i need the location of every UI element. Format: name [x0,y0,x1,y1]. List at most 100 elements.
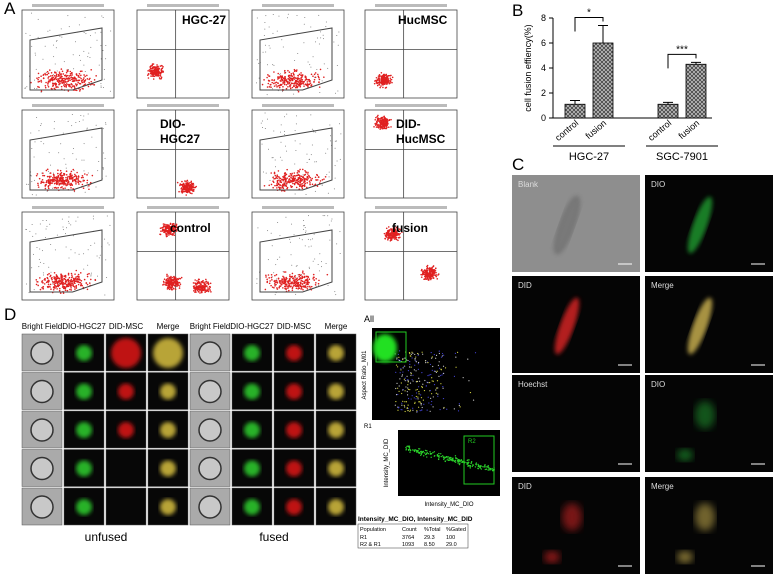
scatter-dot [58,74,60,76]
scatter-dot [162,66,164,68]
cell [160,499,176,515]
scatter-dot [280,132,281,133]
scatter-dot [272,180,274,182]
scatter-dot [299,83,301,85]
scatter-dot [308,84,310,86]
scatter-dot [428,402,429,403]
scatter-dot [293,74,295,76]
scatter-dot [30,35,31,36]
scatter-dot [66,168,67,169]
scatter-dot [52,80,54,82]
scatter-dot [56,178,58,180]
scatter-dot [80,181,82,183]
scatter-dot [415,356,416,357]
scatter-dot [417,389,418,390]
scatter-dot [47,84,49,86]
scatter-dot [164,278,166,280]
scatter-dot [37,184,39,186]
scatter-dot [315,191,316,192]
scatter-dot [383,82,385,84]
scatter-dot [303,81,305,83]
scatter-dot [408,389,409,390]
scatter-dot [310,114,311,115]
scatter-dot [41,92,42,93]
scatter-dot [63,288,65,290]
scatter-dot [457,462,458,463]
scatter-dot [174,284,176,286]
scatter-dot [446,456,447,457]
scatter-dot [274,82,276,84]
scatter-dot [159,75,161,77]
scatter-dot [425,450,426,451]
scatter-dot [63,174,65,176]
scatter-dot [74,179,76,181]
scatter-dot [294,82,296,84]
scatter-dot [290,185,292,187]
scatter-dot [410,372,411,373]
scatter-dot [409,451,410,452]
scatter-dot [318,81,320,83]
scatter-dot [435,268,437,270]
scatter-dot [167,275,169,277]
scatter-dot [286,287,288,289]
scatter-dot [204,291,206,293]
scatter-dot [314,74,316,76]
scatter-dot [335,141,336,142]
scatter-dot [90,81,92,83]
scatter-dot [281,284,283,286]
scatter-dot [418,369,419,370]
scatter-dot [191,193,193,195]
scatter-dot [382,118,384,120]
scatter-dot [97,170,98,171]
scatter-dot [402,358,403,359]
scatter-dot [71,274,73,276]
scatter-dot [296,69,298,71]
scatter-dot [267,119,268,120]
scatter-dot [192,187,194,189]
cell [199,342,221,364]
scatter-dot [186,186,188,188]
scatter-dot [412,395,413,396]
scatter-dot [291,75,293,77]
scatter-dot [430,411,431,412]
scatter-dot [56,176,58,178]
scatter-dot [165,228,167,230]
scatter-dot [289,285,291,287]
panel-b: 02468cell fusion effiency(%)controlfusio… [523,8,718,164]
scatter-dot [277,73,279,75]
scatter-dot [61,68,63,70]
scatter-dot [166,274,168,276]
scatter-dot [80,115,81,116]
scatter-dot [276,183,278,185]
scatter-dot [269,80,271,82]
column-header: Bright Field [22,322,62,331]
scatter-dot [322,185,323,186]
scatter-dot [468,465,469,466]
scatter-dot [309,286,311,288]
scatter-dot [292,287,294,289]
scatter-dot [93,218,94,219]
scatter-dot [469,465,470,466]
scatter-dot [75,221,76,222]
scatter-dot [399,360,400,361]
scatter-dot [420,394,421,395]
scatter-dot [60,180,62,182]
table-header: Count [402,527,417,533]
scatter-dot [280,142,281,143]
scatter-dot [105,58,106,59]
scatter-dot [53,174,55,176]
scatter-dot [276,176,278,178]
scatter-dot [52,85,54,87]
scatter-dot [334,291,335,292]
scatter-dot [63,84,65,86]
scatter-dot [306,182,308,184]
scatter-dot [54,183,56,185]
scatter-dot [88,53,89,54]
scatter-dot [425,362,426,363]
scatter-dot [77,217,78,218]
scatter-dot [340,133,341,134]
scatter-dot [386,236,388,238]
scatter-dot [84,279,86,281]
scatter-dot [385,118,387,120]
scatter-dot [382,128,384,130]
